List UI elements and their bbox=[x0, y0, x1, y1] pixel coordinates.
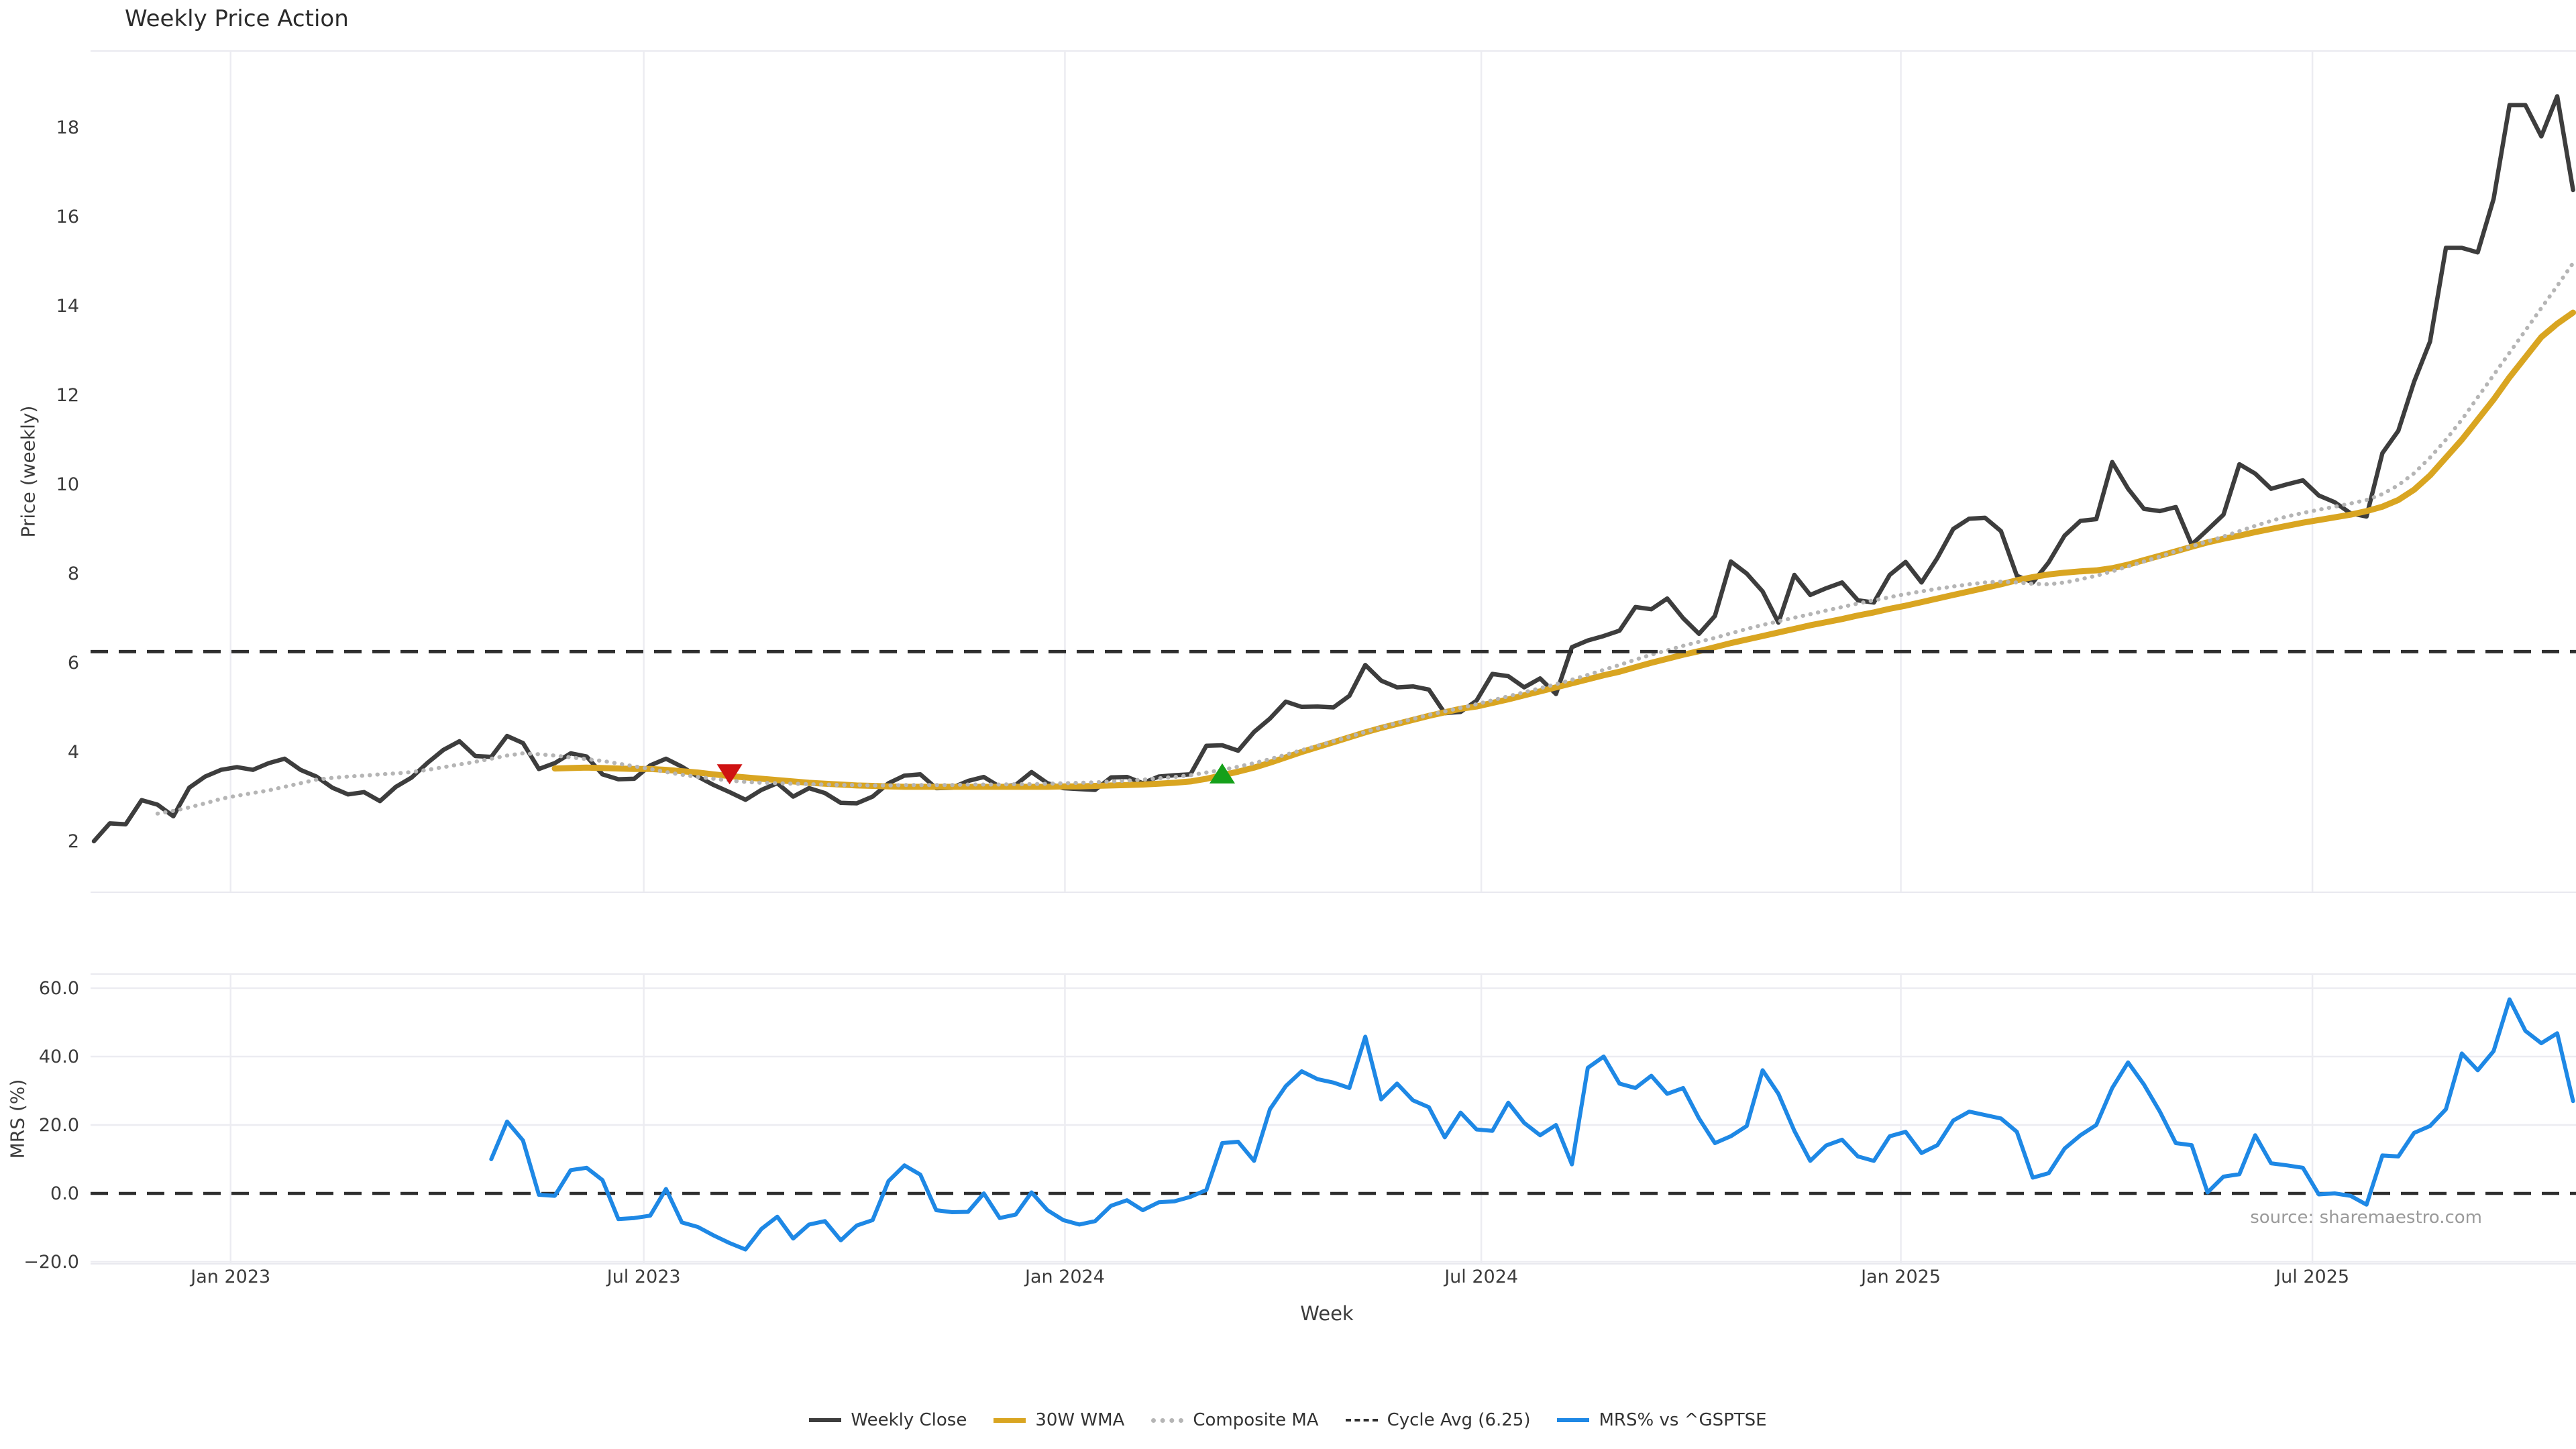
legend-swatch-30w-wma-icon bbox=[994, 1417, 1026, 1423]
legend-item-30w-wma: 30W WMA bbox=[994, 1410, 1124, 1430]
legend-item-cycle-avg-6-25: Cycle Avg (6.25) bbox=[1345, 1410, 1531, 1430]
legend-swatch-mrs-vs-gsptse-icon bbox=[1557, 1418, 1590, 1422]
mrs-y-axis-label: MRS (%) bbox=[6, 1079, 29, 1159]
x-tick-label: Jul 2023 bbox=[606, 1267, 681, 1287]
series-line-weekly-close bbox=[91, 94, 2575, 844]
buy-signal-marker-icon bbox=[1209, 763, 1235, 784]
x-tick-label: Jan 2024 bbox=[1024, 1267, 1105, 1287]
price-y-tick-label: 10 bbox=[56, 474, 79, 495]
x-tick-label: Jul 2024 bbox=[1443, 1267, 1518, 1287]
x-tick-label: Jan 2025 bbox=[1860, 1267, 1941, 1287]
legend-label-30w-wma: 30W WMA bbox=[1035, 1410, 1125, 1430]
legend-swatch-weekly-close-icon bbox=[809, 1418, 842, 1422]
legend-label-mrs-vs-gsptse: MRS% vs ^GSPTSE bbox=[1599, 1410, 1767, 1430]
legend-swatch-cycle-avg-6-25-icon bbox=[1345, 1419, 1378, 1421]
chart-legend: Weekly Close 30W WMA Composite MA Cycle Avg… bbox=[0, 1410, 2576, 1430]
price-y-tick-label: 16 bbox=[56, 207, 79, 227]
legend-label-weekly-close: Weekly Close bbox=[851, 1410, 967, 1430]
price-y-tick-label: 14 bbox=[56, 296, 79, 317]
mrs-y-tick-label: 60.0 bbox=[39, 978, 79, 999]
legend-label-composite-ma: Composite MA bbox=[1193, 1410, 1319, 1430]
price-y-tick-label: 12 bbox=[56, 385, 79, 406]
mrs-y-tick-label: −20.0 bbox=[23, 1252, 79, 1273]
chart-title: Weekly Price Action bbox=[125, 5, 349, 32]
mrs-y-tick-label: 20.0 bbox=[39, 1115, 79, 1136]
source-attribution: source: sharemaestro.com bbox=[2250, 1208, 2482, 1228]
price-y-axis-label: Price (weekly) bbox=[17, 405, 40, 538]
series-line-mrs-vs-gsptse bbox=[489, 997, 2575, 1252]
legend-item-mrs-vs-gsptse: MRS% vs ^GSPTSE bbox=[1557, 1410, 1767, 1430]
series-line-30w-wma bbox=[551, 309, 2576, 790]
mrs-y-tick-label: 40.0 bbox=[39, 1046, 79, 1067]
price-y-tick-label: 18 bbox=[56, 117, 79, 138]
x-tick-label: Jul 2025 bbox=[2274, 1267, 2349, 1287]
legend-swatch-composite-ma-icon bbox=[1151, 1417, 1184, 1423]
legend-item-composite-ma: Composite MA bbox=[1151, 1410, 1319, 1430]
legend-item-weekly-close: Weekly Close bbox=[809, 1410, 967, 1430]
price-y-tick-label: 4 bbox=[68, 742, 79, 763]
sell-signal-marker-icon bbox=[716, 764, 743, 785]
price-y-tick-label: 2 bbox=[68, 831, 79, 852]
price-y-tick-label: 6 bbox=[68, 653, 79, 674]
mrs-y-tick-label: 0.0 bbox=[50, 1183, 79, 1204]
legend-label-cycle-avg-6-25: Cycle Avg (6.25) bbox=[1387, 1410, 1531, 1430]
x-tick-label: Jan 2023 bbox=[189, 1267, 270, 1287]
series-line-composite-ma bbox=[155, 261, 2575, 816]
x-axis-label: Week bbox=[1300, 1302, 1354, 1325]
price-y-tick-label: 8 bbox=[68, 564, 79, 584]
